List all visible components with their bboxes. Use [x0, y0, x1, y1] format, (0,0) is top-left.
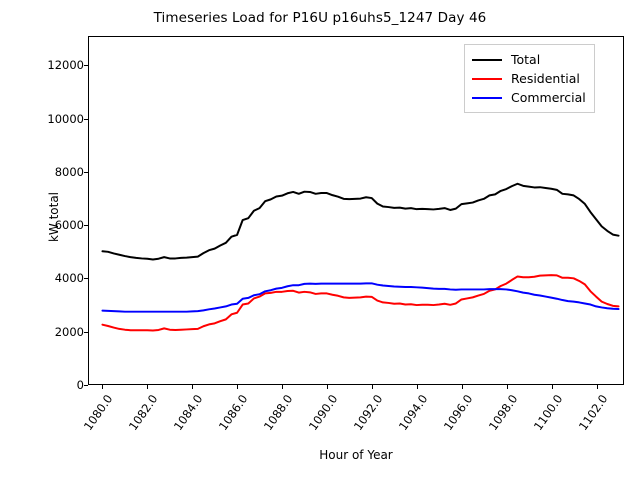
- x-axis-tick-mark: [461, 385, 463, 389]
- x-axis-tick-mark: [236, 385, 238, 389]
- legend-item: Total: [472, 50, 586, 69]
- y-axis-tick-label: 0: [76, 378, 84, 392]
- x-axis-tick-mark: [551, 385, 553, 389]
- series-line: [101, 282, 620, 313]
- x-axis-tick-label: 1082.0: [125, 392, 161, 434]
- x-axis-tick-label: 1088.0: [260, 392, 296, 434]
- y-axis-tick-mark: [84, 225, 88, 227]
- x-axis-tick-label: 1098.0: [485, 392, 521, 434]
- legend-item: Residential: [472, 69, 586, 88]
- y-axis-tick-label: 10000: [47, 111, 84, 126]
- y-axis-tick-mark: [84, 171, 88, 173]
- y-axis-tick-mark: [84, 331, 88, 333]
- x-axis-tick-label: 1096.0: [440, 392, 476, 434]
- chart-title: Timeseries Load for P16U p16uhs5_1247 Da…: [153, 10, 487, 26]
- x-axis-tick-label: 1084.0: [170, 392, 206, 434]
- x-axis-tick-label: 1080.0: [80, 392, 115, 434]
- plot-lines: [101, 182, 620, 332]
- x-axis-tick-mark: [596, 385, 598, 389]
- legend-color-swatch: [472, 77, 502, 80]
- y-axis-tick-mark: [84, 385, 88, 386]
- legend-label: Total: [511, 52, 541, 67]
- y-axis-tick-mark: [84, 118, 88, 120]
- x-axis-tick-label: 1092.0: [350, 392, 386, 434]
- y-axis-tick-label: 8000: [54, 164, 84, 179]
- series-line: [101, 274, 620, 332]
- y-axis-tick-mark: [84, 65, 88, 67]
- x-axis-tick-label: 1090.0: [305, 392, 341, 434]
- x-axis-tick-mark: [191, 385, 193, 389]
- legend-color-swatch: [472, 96, 502, 99]
- legend-item: Commercial: [472, 88, 586, 107]
- legend-label: Residential: [511, 71, 580, 86]
- chart-legend: Total Residential Commercial: [464, 44, 595, 113]
- x-axis-tick-mark: [326, 385, 328, 389]
- x-axis-tick-mark: [371, 385, 373, 389]
- x-axis-tick-label: 1086.0: [215, 392, 251, 434]
- x-axis-tick-label: 1094.0: [395, 392, 431, 434]
- series-line: [101, 182, 620, 261]
- y-axis-tick-label: 6000: [54, 218, 84, 233]
- y-axis-tick-mark: [84, 278, 88, 280]
- y-axis-tick-label: 2000: [54, 324, 84, 339]
- x-axis-tick-mark: [416, 385, 418, 389]
- x-axis-tick-mark: [101, 385, 103, 389]
- x-axis-tick-mark: [506, 385, 508, 389]
- y-axis-tick-label: 12000: [47, 58, 84, 73]
- x-axis-tick-label: 1102.0: [575, 392, 611, 434]
- y-axis-tick-label: 4000: [54, 271, 84, 286]
- x-axis-label: Hour of Year: [319, 448, 393, 462]
- x-axis-tick-label: 1100.0: [530, 392, 566, 434]
- legend-color-swatch: [472, 58, 502, 61]
- legend-label: Commercial: [511, 90, 586, 105]
- x-axis-tick-mark: [146, 385, 148, 389]
- x-axis-tick-mark: [281, 385, 283, 389]
